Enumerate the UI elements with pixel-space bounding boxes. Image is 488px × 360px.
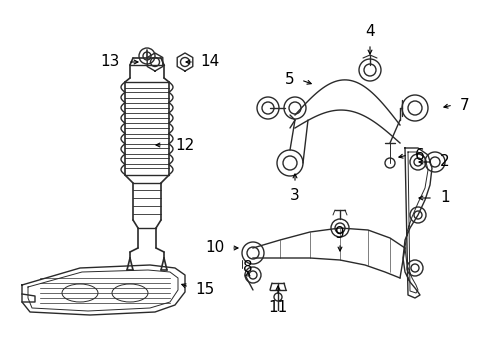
Text: 7: 7	[459, 98, 468, 112]
Text: 8: 8	[243, 261, 252, 275]
Text: 12: 12	[175, 138, 194, 153]
Text: 3: 3	[289, 188, 299, 202]
Text: 1: 1	[439, 190, 448, 206]
Text: 2: 2	[439, 154, 448, 170]
Text: 4: 4	[365, 24, 374, 40]
Text: 10: 10	[205, 240, 224, 256]
Text: 14: 14	[200, 54, 219, 69]
Text: 15: 15	[195, 283, 214, 297]
Text: 11: 11	[268, 301, 287, 315]
Text: 6: 6	[414, 148, 424, 162]
Text: 5: 5	[285, 72, 294, 87]
Text: 13: 13	[101, 54, 120, 69]
Text: 9: 9	[334, 225, 344, 240]
